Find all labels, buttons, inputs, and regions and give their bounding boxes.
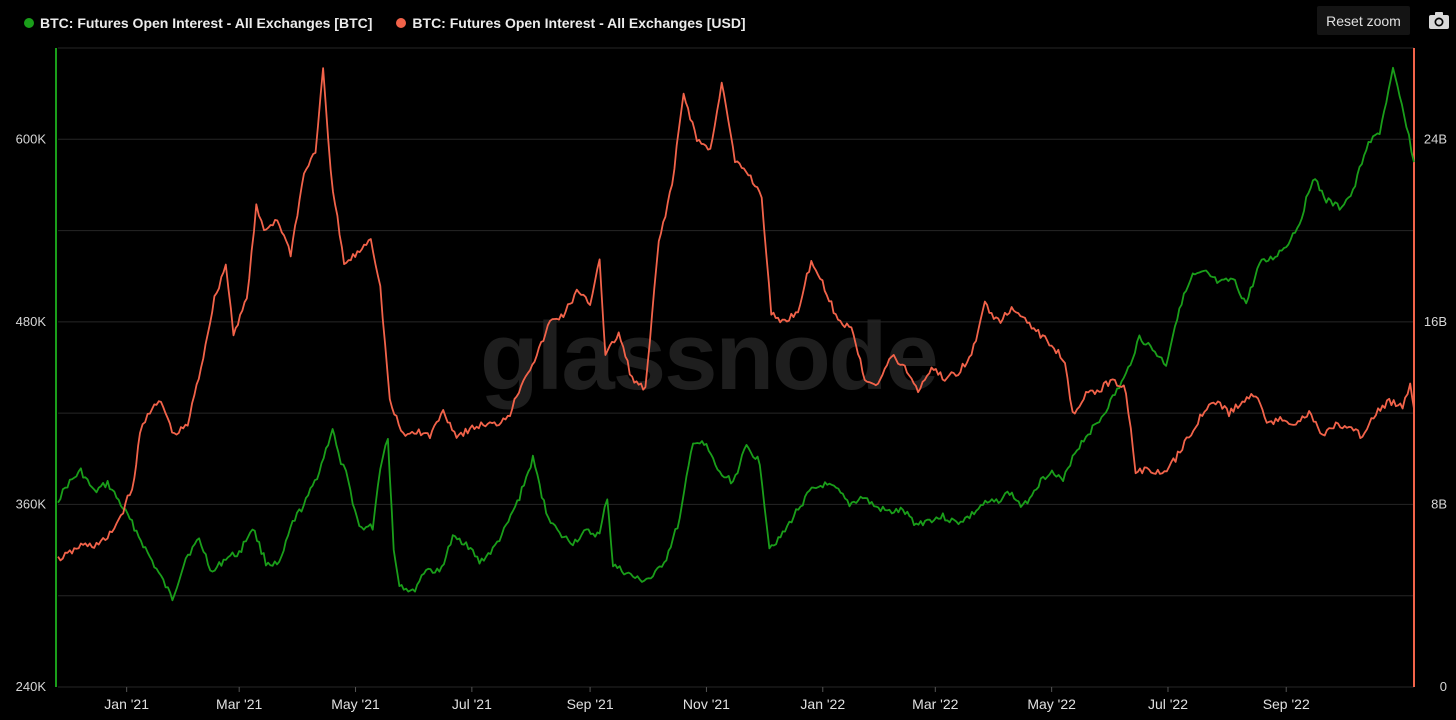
x-tick-label: May '22 (1027, 696, 1076, 712)
y-right-tick-label: 24B (1424, 131, 1447, 146)
x-tick-label: May '21 (331, 696, 380, 712)
y-left-tick-label: 600K (16, 131, 47, 146)
axes (55, 48, 1415, 687)
camera-icon[interactable] (1426, 8, 1452, 34)
x-tick-label: Sep '22 (1263, 696, 1310, 712)
x-tick-label: Jul '21 (452, 696, 492, 712)
y-left-tick-label: 240K (16, 679, 47, 694)
y-left-tick-label: 360K (16, 496, 47, 511)
y-right-tick-label: 16B (1424, 314, 1447, 329)
x-tick-label: Jul '22 (1148, 696, 1188, 712)
y-right-tick-label: 0 (1440, 679, 1447, 694)
series-lines (57, 66, 1415, 602)
grid-lines (58, 47, 1414, 688)
y-left-tick-label: 480K (16, 314, 47, 329)
legend-item-usd[interactable]: BTC: Futures Open Interest - All Exchang… (396, 15, 746, 31)
x-tick-label: Jan '21 (104, 696, 149, 712)
reset-zoom-button[interactable]: Reset zoom (1317, 6, 1410, 35)
x-tick-label: Jan '22 (800, 696, 845, 712)
legend-item-btc[interactable]: BTC: Futures Open Interest - All Exchang… (24, 15, 372, 31)
legend-label-usd: BTC: Futures Open Interest - All Exchang… (412, 15, 746, 31)
series-line-btc (57, 66, 1415, 602)
x-tick-label: Sep '21 (567, 696, 614, 712)
x-tick-label: Nov '21 (683, 696, 730, 712)
tick-labels: 240K 360K 480K 600K 0 8B 16B 24B Jan '21 Mar '21 M… (16, 131, 1447, 712)
y-right-tick-label: 8B (1431, 496, 1447, 511)
series-line-usd (57, 67, 1415, 562)
x-tick-label: Mar '21 (216, 696, 262, 712)
legend-dot-usd (396, 18, 407, 28)
legend-dot-btc (24, 18, 34, 28)
legend-label-btc: BTC: Futures Open Interest - All Exchang… (40, 15, 373, 31)
chart-legend: BTC: Futures Open Interest - All Exchang… (24, 15, 746, 31)
x-tick-label: Mar '22 (912, 696, 958, 712)
